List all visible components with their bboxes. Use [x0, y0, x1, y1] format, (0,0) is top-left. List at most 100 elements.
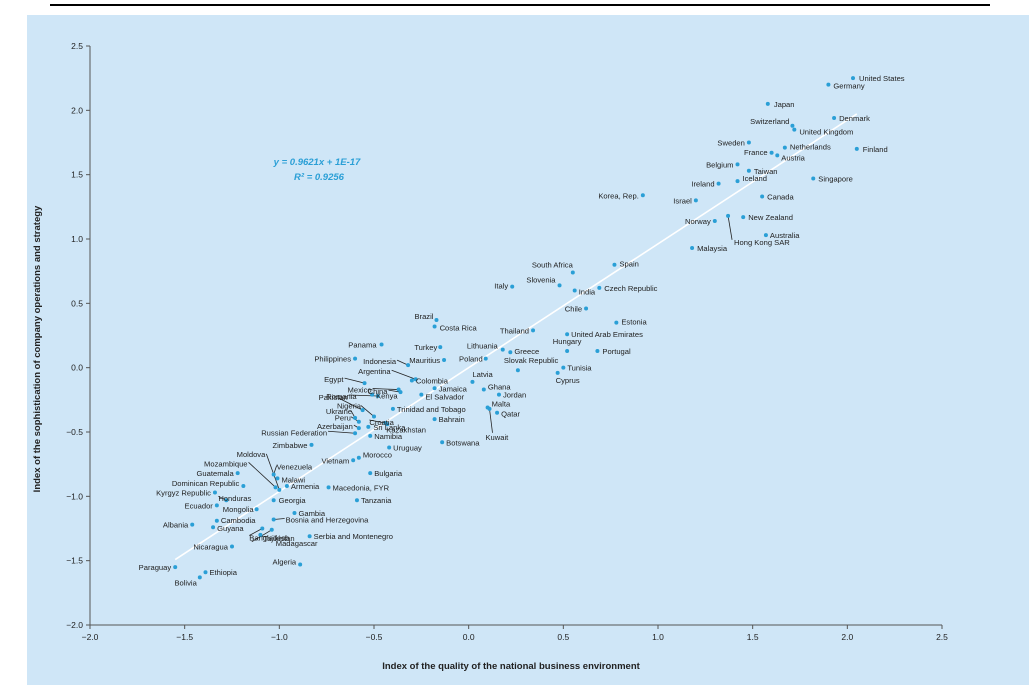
point-venezuela: [271, 472, 276, 477]
point-label-japan: Japan: [774, 100, 795, 109]
point-austria: [775, 153, 780, 158]
point-label-czech-republic: Czech Republic: [604, 284, 657, 293]
point-label-botswana: Botswana: [446, 438, 480, 447]
point-label-sweden: Sweden: [717, 139, 744, 148]
point-new-zealand: [741, 215, 746, 220]
leader-line-bangladesh: [249, 528, 263, 536]
point-label-hong-kong-sar: Hong Kong SAR: [734, 238, 790, 247]
point-label-israel: Israel: [673, 196, 692, 205]
point-label-belgium: Belgium: [706, 160, 733, 169]
point-albania: [190, 522, 195, 527]
leader-line-moldova: [265, 453, 280, 491]
point-label-kazakhstan: Kazakhstan: [386, 425, 426, 434]
trendline-layer: [174, 113, 858, 561]
leader-line-argentina: [391, 369, 416, 380]
point-label-albania: Albania: [163, 521, 189, 530]
points-layer: [173, 76, 859, 580]
point-label-cambodia: Cambodia: [221, 516, 256, 525]
point-label-tajikistan: Tajikistan: [263, 534, 294, 543]
x-tick-label: 1.0: [652, 632, 664, 642]
point-united-states: [851, 76, 856, 81]
point-trinidad-and-tobago: [390, 406, 395, 411]
point-label-estonia: Estonia: [621, 318, 647, 327]
point-label-ecuador: Ecuador: [185, 501, 214, 510]
point-taiwan: [746, 168, 751, 173]
point-norway: [712, 218, 717, 223]
point-guyana: [211, 525, 216, 530]
x-tick-label: −0.5: [366, 632, 383, 642]
point-label-jordan: Jordan: [503, 391, 526, 400]
point-united-arab-emirates: [565, 332, 570, 337]
point-indonesia: [406, 363, 411, 368]
point-georgia: [271, 498, 276, 503]
point-serbia-and-montenegro: [307, 534, 312, 539]
point-label-bulgaria: Bulgaria: [374, 469, 403, 478]
point-label-guatemala: Guatemala: [197, 469, 235, 478]
point-france: [769, 150, 774, 155]
point-label-tanzania: Tanzania: [361, 496, 392, 505]
point-label-romania: Romania: [326, 392, 357, 401]
point-label-malaysia: Malaysia: [697, 244, 728, 253]
point-label-chile: Chile: [565, 304, 582, 313]
x-tick-label: 0.5: [557, 632, 569, 642]
point-label-taiwan: Taiwan: [754, 167, 778, 176]
point-label-gambia: Gambia: [298, 509, 325, 518]
point-denmark: [832, 116, 837, 121]
point-label-south-africa: South Africa: [532, 260, 574, 269]
point-guatemala: [235, 471, 240, 476]
point-madagascar: [269, 527, 274, 532]
leader-line-russian-federation: [328, 430, 356, 434]
point-mongolia: [254, 507, 259, 512]
point-label-poland: Poland: [459, 355, 483, 364]
point-label-greece: Greece: [514, 347, 539, 356]
point-label-malawi: Malawi: [281, 475, 305, 484]
leader-line-romania: [338, 397, 363, 411]
point-label-india: India: [579, 287, 596, 296]
point-india: [572, 288, 577, 293]
point-label-panama: Panama: [348, 341, 377, 350]
point-kyrgyz-republic: [212, 490, 217, 495]
point-bosnia-and-herzegovina: [271, 517, 276, 522]
point-latvia: [470, 379, 475, 384]
point-label-latvia: Latvia: [472, 370, 493, 379]
point-label-jamaica: Jamaica: [439, 384, 468, 393]
point-bolivia: [197, 575, 202, 580]
point-netherlands: [782, 145, 787, 150]
y-tick-label: 0.5: [71, 298, 83, 308]
point-philippines: [353, 356, 358, 361]
point-turkey: [438, 345, 443, 350]
trendline: [174, 113, 858, 561]
point-thailand: [531, 328, 536, 333]
point-label-spain: Spain: [619, 260, 638, 269]
point-sri-lanka: [366, 424, 371, 429]
point-hungary: [565, 348, 570, 353]
point-iceland: [735, 179, 740, 184]
point-label-qatar: Qatar: [501, 410, 520, 419]
point-colombia: [409, 378, 414, 383]
point-label-croatia: Croatia: [369, 418, 394, 427]
point-label-dominican-republic: Dominican Republic: [172, 479, 240, 488]
point-label-kenya: Kenya: [376, 392, 398, 401]
point-slovenia: [557, 283, 562, 288]
point-tajikistan: [258, 532, 263, 537]
point-label-philippines: Philippines: [314, 355, 351, 364]
point-czech-republic: [597, 285, 602, 290]
point-label-brazil: Brazil: [414, 312, 433, 321]
point-slovak-republic: [515, 368, 520, 373]
point-label-ukraine: Ukraine: [326, 407, 352, 416]
point-nicaragua: [230, 544, 234, 549]
point-botswana: [440, 440, 445, 445]
point-vietnam: [351, 458, 356, 463]
point-label-italy: Italy: [494, 282, 508, 291]
point-south-africa: [570, 270, 575, 275]
point-label-new-zealand: New Zealand: [748, 213, 793, 222]
x-axis-label: Index of the quality of the national bus…: [382, 661, 640, 672]
point-label-ethiopia: Ethiopia: [209, 568, 237, 577]
point-label-singapore: Singapore: [818, 175, 853, 184]
point-label-nigeria: Nigeria: [337, 402, 362, 411]
point-label-guyana: Guyana: [217, 524, 244, 533]
point-label-finland: Finland: [863, 145, 888, 154]
point-dominican-republic: [241, 484, 246, 489]
point-label-australia: Australia: [770, 231, 800, 240]
